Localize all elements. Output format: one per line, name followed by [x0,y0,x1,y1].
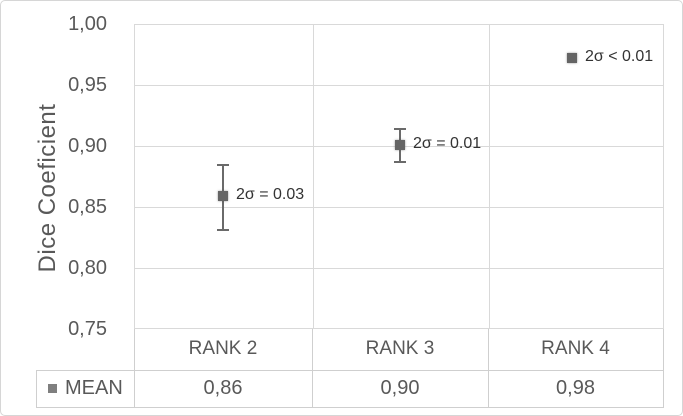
table-border [36,370,37,407]
y-tick-label: 0,95 [68,74,107,96]
data-point-label: 2σ < 0.01 [585,48,654,65]
x-category-label: RANK 3 [365,338,435,359]
error-bar-cap [217,229,229,231]
mean-marker [395,140,405,150]
table-cell-value: 0,98 [556,377,595,399]
y-tick-label: 0,80 [68,257,107,279]
table-border [488,329,489,407]
mean-marker [567,53,577,63]
table-cell-value: 0,86 [203,377,243,399]
table-border [663,329,664,407]
table-border [134,329,135,407]
grid-line [135,207,663,208]
table-border [36,370,664,371]
y-tick-label: 0,90 [68,135,107,157]
y-tick-label: 0,85 [68,196,107,218]
table-cell-value: 0,90 [380,377,420,399]
legend-marker-icon [48,384,57,393]
error-bar-cap [394,161,406,163]
y-tick-label: 0,75 [68,318,107,340]
mean-marker [218,191,228,201]
grid-line [135,85,663,86]
x-category-label: RANK 2 [188,338,258,359]
legend-series-name: MEAN [65,377,123,399]
grid-line [313,25,314,328]
grid-line [489,25,490,328]
data-point-label: 2σ = 0.03 [236,186,305,203]
plot-area: 2σ = 0.03 2σ = 0.01 2σ < 0.01 [134,24,664,329]
y-tick-label: 1,00 [68,13,107,35]
data-point-label: 2σ = 0.01 [413,135,482,152]
table-border [312,329,313,407]
table-border [36,407,664,408]
error-bar-cap [217,164,229,166]
x-category-label: RANK 4 [541,338,610,359]
grid-line [135,268,663,269]
error-bar-cap [394,128,406,130]
